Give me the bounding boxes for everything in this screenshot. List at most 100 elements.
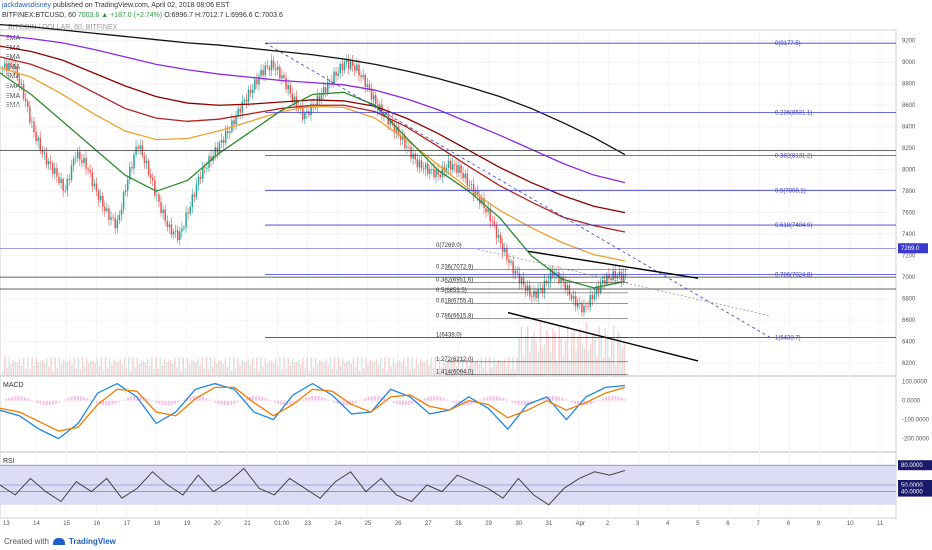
candle-body xyxy=(566,284,569,290)
macd-histogram-bar xyxy=(461,400,464,406)
volume-bar xyxy=(583,348,586,376)
macd-histogram-bar xyxy=(558,396,561,401)
publish-info: published on TradingView.com, April 02, … xyxy=(52,2,230,9)
x-tick-label: 28 xyxy=(455,521,462,527)
volume-bar xyxy=(264,358,266,376)
macd-histogram-bar xyxy=(111,400,114,405)
candle-body xyxy=(406,146,408,148)
candle-body xyxy=(260,69,262,76)
candle-body xyxy=(558,272,560,283)
candle-body xyxy=(131,167,133,169)
candle-body xyxy=(162,209,164,214)
macd-histogram-bar xyxy=(208,399,211,401)
candle-body xyxy=(306,111,308,113)
macd-histogram-bar xyxy=(305,398,308,401)
volume-bar xyxy=(65,361,67,376)
volume-bar xyxy=(256,357,258,376)
volume-bar xyxy=(222,363,224,376)
candle-body xyxy=(58,176,60,184)
macd-histogram-bar xyxy=(267,399,270,401)
macd-histogram-bar xyxy=(77,395,79,401)
candle-body xyxy=(477,190,479,196)
macd-histogram-bar xyxy=(173,400,176,404)
volume-bar xyxy=(314,358,317,376)
tradingview-brand[interactable]: TradingView xyxy=(68,537,116,546)
candle-body xyxy=(16,65,19,79)
volume-bar xyxy=(380,357,382,376)
candle-body xyxy=(187,212,189,214)
author-name[interactable]: jackdawsdisney xyxy=(2,2,52,9)
macd-histogram-bar xyxy=(548,396,551,401)
macd-histogram-bar xyxy=(30,399,33,401)
volume-bar xyxy=(348,360,350,376)
candle-body xyxy=(12,63,14,69)
volume-bar xyxy=(18,358,21,376)
volume-bar xyxy=(155,357,157,376)
macd-histogram-bar xyxy=(261,396,264,401)
volume-bar xyxy=(6,367,8,376)
candle-body xyxy=(316,95,319,107)
candle-body xyxy=(514,270,516,274)
macd-line xyxy=(0,382,626,440)
macd-histogram-bar xyxy=(14,396,17,401)
volume-bar xyxy=(535,341,537,376)
candle-body xyxy=(66,178,69,191)
volume-bar xyxy=(83,366,86,376)
candle-body xyxy=(424,163,427,169)
candle-body xyxy=(533,291,535,297)
volume-bar xyxy=(107,368,109,376)
volume-bar xyxy=(121,364,124,376)
macd-histogram-bar xyxy=(405,400,408,406)
volume-bar xyxy=(16,362,19,376)
y-tick-label: 6800 xyxy=(902,297,916,303)
candle-body xyxy=(585,305,587,307)
macd-histogram-bar xyxy=(230,400,233,405)
volume-bar xyxy=(384,357,386,376)
candle-body xyxy=(291,93,294,101)
volume-bar xyxy=(367,364,369,376)
candle-body xyxy=(91,172,94,187)
volume-bar xyxy=(48,366,50,376)
candle-body xyxy=(606,274,608,285)
volume-bar xyxy=(411,357,413,376)
volume-bar xyxy=(25,368,27,376)
macd-histogram-bar xyxy=(320,396,323,401)
candle-body xyxy=(129,167,131,181)
macd-histogram-bar xyxy=(55,400,58,404)
volume-bar xyxy=(60,364,63,376)
volume-bar xyxy=(279,357,281,376)
volume-bar xyxy=(329,357,331,376)
candle-body xyxy=(160,201,162,214)
volume-bar xyxy=(514,369,516,376)
candle-body xyxy=(114,218,116,229)
macd-title: MACD xyxy=(3,382,24,389)
volume-bar xyxy=(104,357,107,376)
volume-bar xyxy=(520,326,523,376)
candle-body xyxy=(364,74,366,87)
macd-histogram-bar xyxy=(408,400,411,405)
candle-body xyxy=(274,68,277,70)
macd-histogram-bar xyxy=(102,400,104,405)
candle-body xyxy=(399,135,402,140)
x-tick-label: 5 xyxy=(696,521,700,527)
macd-histogram-bar xyxy=(383,398,386,401)
price-chart[interactable]: 9200 9000 8800 8600 8400 8200 8000 7800 7600 7400… xyxy=(0,0,932,530)
candle-body xyxy=(27,101,29,107)
candle-body xyxy=(245,99,248,102)
volume-bar xyxy=(14,361,16,376)
x-tick-label: 31 xyxy=(545,521,552,527)
candle-body xyxy=(6,63,8,72)
candle-body xyxy=(287,85,289,90)
macd-histogram-bar xyxy=(470,400,473,404)
macd-histogram-bar xyxy=(36,400,39,403)
volume-bar xyxy=(447,360,449,376)
volume-bar xyxy=(130,370,132,376)
candle-body xyxy=(335,71,337,76)
x-tick-label: 4 xyxy=(666,521,670,527)
legend-item: EMA xyxy=(5,92,21,100)
volume-bar xyxy=(317,363,319,376)
volume-bar xyxy=(497,359,499,376)
candle-body xyxy=(224,131,227,144)
volume-bar xyxy=(146,358,149,376)
volume-bar xyxy=(128,357,130,376)
